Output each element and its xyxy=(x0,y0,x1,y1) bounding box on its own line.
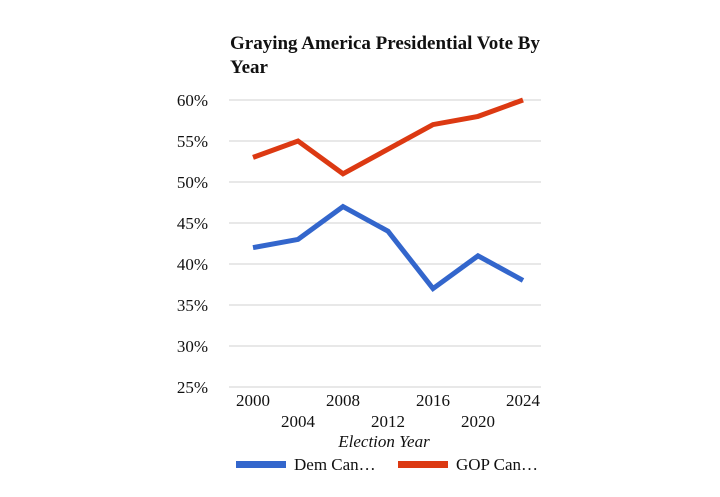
chart-title-line-2: Year xyxy=(230,57,269,78)
chart-title-line-1: Graying America Presidential Vote By xyxy=(230,33,540,54)
y-tick-label: 45% xyxy=(177,214,208,233)
x-tick-label: 2012 xyxy=(371,412,405,431)
y-tick-label: 30% xyxy=(177,337,208,356)
y-tick-label: 25% xyxy=(177,378,208,397)
gridlines xyxy=(229,99,541,388)
x-axis-title: Election Year xyxy=(337,432,430,451)
y-tick-label: 35% xyxy=(177,296,208,315)
series-lines xyxy=(252,97,525,293)
y-axis-ticks: 60% 55% 50% 45% 40% 35% 30% 25% xyxy=(177,91,208,397)
legend-label-dem: Dem Can… xyxy=(294,455,376,474)
x-tick-label: 2008 xyxy=(326,391,360,410)
y-tick-label: 40% xyxy=(177,255,208,274)
x-axis-ticks: 2000 2004 2008 2012 2016 2020 2024 xyxy=(236,391,541,431)
legend: Dem Can… GOP Can… xyxy=(236,455,538,474)
x-tick-label: 2020 xyxy=(461,412,495,431)
legend-swatch-dem xyxy=(236,461,286,468)
legend-swatch-gop xyxy=(398,461,448,468)
x-tick-label: 2016 xyxy=(416,391,450,410)
x-tick-label: 2000 xyxy=(236,391,270,410)
legend-label-gop: GOP Can… xyxy=(456,455,538,474)
x-tick-label: 2024 xyxy=(506,391,541,410)
y-tick-label: 60% xyxy=(177,91,208,110)
series-line-gop xyxy=(252,97,524,177)
y-tick-label: 55% xyxy=(177,132,208,151)
y-tick-label: 50% xyxy=(177,173,208,192)
x-tick-label: 2004 xyxy=(281,412,316,431)
series-line-dem xyxy=(252,203,525,293)
